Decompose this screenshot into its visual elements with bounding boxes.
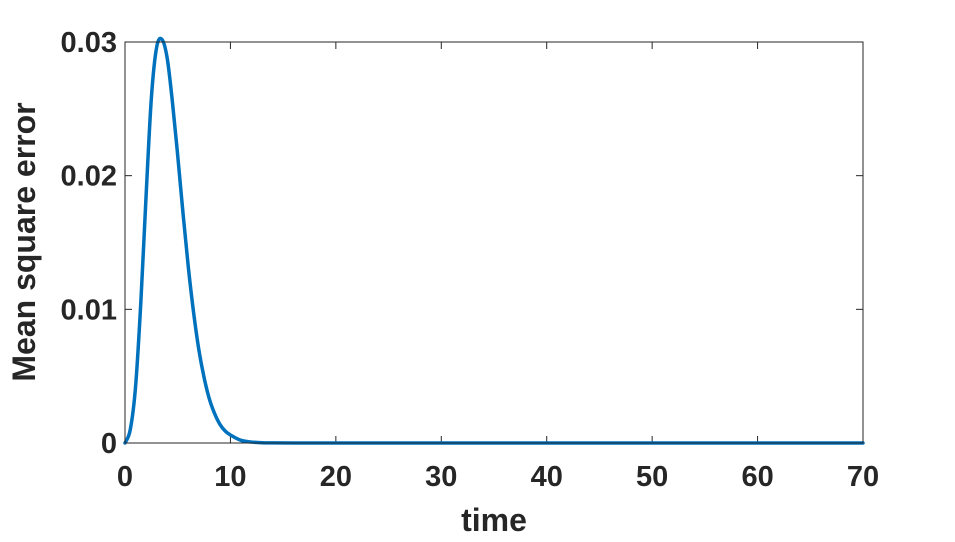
y-tick-label: 0.03 [61, 27, 117, 59]
x-tick-label: 0 [117, 461, 133, 493]
y-axis-label: Mean square error [6, 102, 42, 381]
x-axis-label: time [461, 502, 527, 538]
x-tick-label: 10 [214, 461, 246, 493]
y-tick-label: 0.02 [61, 161, 117, 193]
plot-area [125, 42, 863, 443]
x-tick-labels: 0 10 20 30 40 50 60 70 [117, 461, 879, 493]
y-tick-label: 0 [101, 428, 117, 460]
x-tick-label: 40 [531, 461, 563, 493]
x-tick-label: 70 [847, 461, 879, 493]
y-tick-labels: 0 0.01 0.02 0.03 [61, 27, 117, 460]
x-tick-label: 60 [741, 461, 773, 493]
x-tick-label: 30 [425, 461, 457, 493]
axes-box [124, 41, 864, 444]
x-tick-label: 20 [320, 461, 352, 493]
x-tick-label: 50 [636, 461, 668, 493]
y-tick-label: 0.01 [61, 294, 117, 326]
